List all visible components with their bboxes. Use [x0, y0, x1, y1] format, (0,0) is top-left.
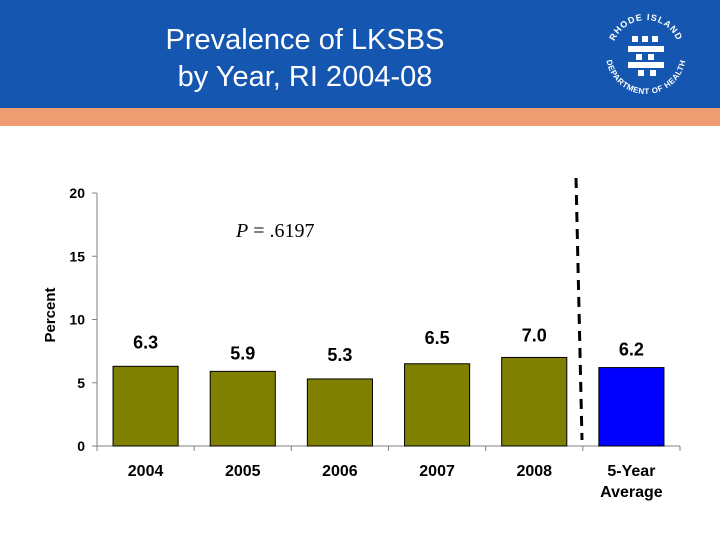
slide-title-line-1: Prevalence of LKSBS — [165, 24, 445, 56]
accent-stripe — [0, 108, 720, 126]
p-value-symbol: P — [235, 220, 248, 242]
data-label: 5.3 — [327, 345, 352, 365]
x-tick-label: Average — [600, 484, 663, 501]
y-tick-label: 20 — [69, 185, 85, 201]
data-label: 6.5 — [425, 328, 450, 348]
bar-2004 — [112, 365, 179, 447]
logo-emblem-icon — [628, 36, 664, 76]
p-value-annotation: P = .6197 — [235, 220, 315, 242]
data-label: 5.9 — [230, 343, 255, 363]
x-tick-label: 2004 — [128, 463, 164, 480]
chart-labels: 0 5 10 15 20 6.3 2004 5.9 2005 5.3 2006 6.5 2007 7.0 2… — [69, 185, 662, 501]
data-label: 6.3 — [133, 332, 158, 352]
x-tick-label: 2006 — [322, 463, 358, 480]
average-divider-line — [574, 177, 584, 441]
bar-2006 — [306, 378, 373, 447]
bar-average — [598, 367, 665, 447]
bar-2005 — [209, 370, 276, 447]
ri-health-logo: RHODE ISLAND DEPARTMENT OF HEALTH — [604, 12, 687, 96]
chart-bars — [112, 356, 665, 447]
slide-title: Prevalence of LKSBS by Year, RI 2004-08 — [60, 22, 550, 96]
bar-2007 — [404, 363, 471, 447]
chart-axes — [92, 192, 681, 451]
bar-2008 — [501, 356, 568, 447]
p-value-number: = .6197 — [248, 220, 314, 242]
x-tick-label: 5-Year — [607, 463, 655, 480]
header-bar: Prevalence of LKSBS by Year, RI 2004-08 … — [0, 0, 720, 108]
y-tick-label: 15 — [69, 248, 85, 264]
data-label: 7.0 — [522, 325, 547, 345]
data-label: 6.2 — [619, 340, 644, 360]
x-tick-label: 2008 — [516, 463, 552, 480]
y-axis-label: Percent — [42, 287, 59, 342]
y-tick-label: 0 — [77, 438, 85, 454]
slide-title-line-2: by Year, RI 2004-08 — [177, 61, 433, 93]
y-tick-label: 5 — [77, 375, 85, 391]
x-tick-label: 2005 — [225, 463, 261, 480]
y-tick-label: 10 — [69, 312, 85, 328]
x-tick-label: 2007 — [419, 463, 455, 480]
